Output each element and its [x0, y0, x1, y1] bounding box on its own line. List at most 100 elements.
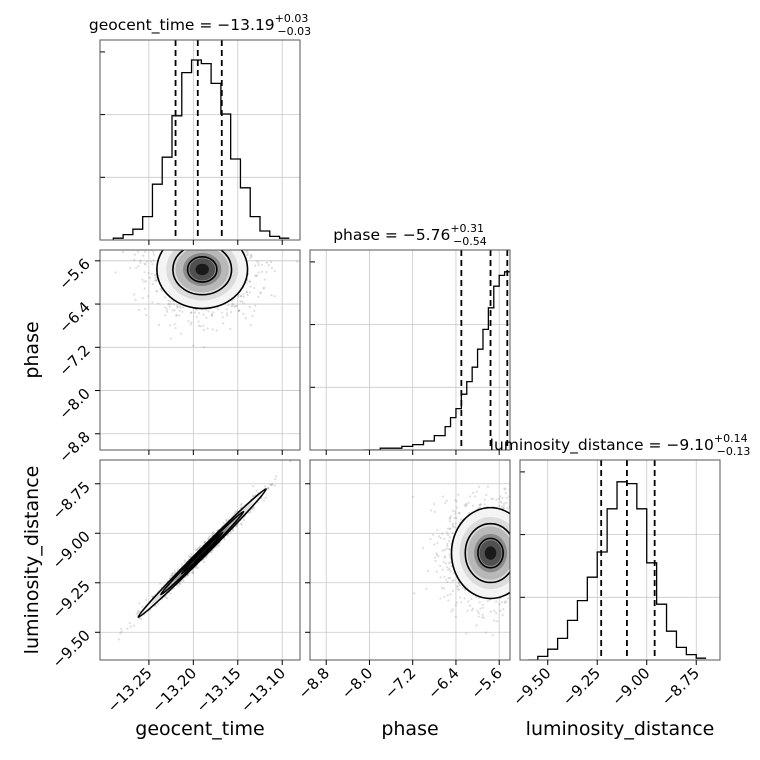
sample-point — [448, 553, 451, 556]
sample-point — [191, 235, 193, 237]
sample-point — [192, 571, 195, 574]
sample-point — [516, 584, 518, 586]
sample-point — [250, 253, 253, 257]
sample-point — [228, 237, 230, 239]
sample-point — [466, 609, 469, 612]
sample-point — [439, 576, 442, 579]
sample-point — [448, 576, 452, 580]
sample-point — [156, 218, 158, 220]
sample-point — [514, 572, 516, 574]
sample-point — [504, 491, 507, 495]
sample-point — [191, 225, 193, 227]
sample-point — [515, 577, 517, 579]
sample-point — [515, 522, 517, 524]
sample-point — [499, 495, 502, 498]
sample-point — [171, 300, 175, 303]
sample-point — [526, 580, 528, 582]
sample-point — [260, 270, 264, 273]
sample-point — [437, 555, 440, 558]
sample-point — [524, 567, 526, 569]
sample-point — [188, 243, 190, 245]
sample-point — [177, 314, 181, 317]
sample-point — [464, 505, 468, 508]
sample-point — [219, 244, 221, 246]
sample-point — [544, 574, 546, 576]
sample-point — [451, 522, 454, 525]
sample-point — [471, 504, 474, 507]
sample-point — [224, 244, 226, 246]
sample-point — [453, 516, 456, 520]
sample-point — [171, 245, 173, 247]
sample-point — [181, 245, 183, 247]
sample-point — [203, 245, 205, 247]
sample-point — [181, 245, 183, 247]
density-luminosity_distance-vs-geocent_time — [117, 460, 292, 641]
sample-point — [448, 536, 452, 539]
sample-point — [516, 523, 518, 525]
sample-point — [455, 585, 459, 588]
sample-point — [529, 556, 531, 558]
sample-point — [527, 549, 529, 551]
sample-point — [516, 603, 518, 605]
sample-point — [504, 488, 507, 491]
sample-point — [521, 565, 523, 567]
sample-point — [209, 245, 211, 247]
sample-point — [270, 483, 273, 486]
sample-point — [501, 614, 504, 617]
sample-point — [220, 238, 222, 240]
sample-point — [521, 574, 523, 576]
sample-point — [544, 599, 546, 601]
sample-point — [439, 597, 442, 600]
panel-title-luminosity_distance: luminosity_distance = −9.10+0.14 −0.13 — [490, 432, 751, 458]
sample-point — [525, 571, 527, 573]
sample-point — [171, 225, 173, 227]
sample-point — [521, 561, 523, 563]
sample-point — [522, 573, 524, 575]
sample-point — [225, 519, 228, 523]
sample-point — [436, 528, 439, 532]
sample-point — [559, 588, 561, 590]
sample-point — [253, 309, 256, 312]
sample-point — [467, 600, 470, 603]
sample-point — [199, 325, 202, 328]
sample-point — [210, 312, 214, 316]
sample-point — [154, 279, 157, 282]
sample-point — [216, 228, 218, 230]
sample-point — [198, 237, 200, 239]
sample-point — [194, 248, 196, 250]
sample-point — [210, 206, 212, 208]
sample-point — [189, 221, 191, 223]
sample-point — [154, 278, 158, 282]
sample-point — [435, 552, 438, 555]
sample-point — [513, 537, 515, 539]
sample-point — [271, 482, 274, 486]
sample-point — [449, 570, 452, 573]
histogram-luminosity_distance — [527, 460, 707, 660]
density-luminosity_distance-vs-phase — [411, 485, 561, 637]
sample-point — [204, 244, 206, 246]
sample-point — [189, 240, 191, 242]
sample-point — [513, 542, 515, 544]
sample-point — [249, 510, 252, 514]
sample-point — [226, 534, 230, 537]
sample-point — [253, 507, 256, 510]
sample-point — [532, 549, 534, 551]
sample-point — [221, 245, 223, 247]
sample-point — [451, 589, 454, 593]
sample-point — [211, 531, 215, 534]
sample-point — [163, 296, 167, 299]
sample-point — [526, 538, 528, 540]
sample-point — [171, 571, 174, 575]
sample-point — [542, 620, 544, 622]
sample-point — [196, 228, 198, 230]
sample-point — [455, 601, 458, 604]
contour-line — [160, 510, 245, 596]
sample-point — [117, 638, 121, 641]
sample-point — [186, 574, 189, 577]
sample-point — [173, 247, 175, 249]
sample-point — [269, 483, 273, 486]
sample-point — [204, 223, 206, 225]
sample-point — [455, 500, 458, 503]
sample-point — [479, 607, 482, 610]
